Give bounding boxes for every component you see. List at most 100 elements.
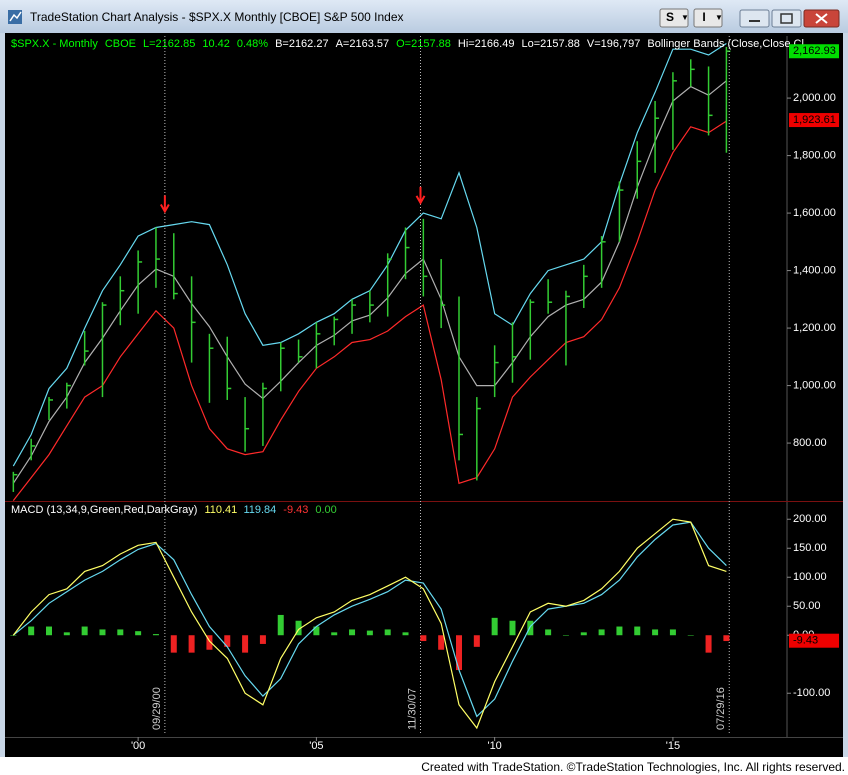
header-item: 110.41	[204, 504, 237, 516]
dropdown-caret: ▼	[681, 13, 689, 22]
last-value-box	[789, 113, 839, 128]
histogram-bar	[509, 620, 516, 636]
histogram-bar	[170, 635, 177, 653]
y-tick-label: 1,000.00	[793, 379, 836, 391]
y-tick-label: 50.00	[793, 600, 821, 612]
histogram-bar	[206, 635, 213, 650]
last-value-label: 2,162.93	[793, 45, 836, 57]
histogram-bar	[224, 635, 231, 647]
histogram-bar	[81, 626, 88, 636]
maximize-glyph	[780, 13, 793, 24]
histogram-bar	[135, 631, 142, 636]
minimize-button[interactable]	[739, 9, 770, 28]
y-tick-label: 2,000.00	[793, 92, 836, 104]
header-item: V=196,797	[587, 38, 641, 50]
header-item: L=2162.85	[143, 38, 195, 50]
y-tick-label: 200.00	[793, 513, 827, 525]
header-item: $SPX.X - Monthly	[11, 38, 98, 50]
histogram-bar	[117, 629, 124, 636]
plot-macd	[10, 518, 730, 730]
histogram-bar	[669, 629, 676, 636]
histogram-bar	[687, 635, 694, 636]
header-item: A=2163.57	[336, 38, 390, 50]
histogram-bar	[420, 635, 427, 642]
histogram-bar	[63, 632, 70, 636]
histogram-bar	[616, 626, 623, 636]
band-upper	[12, 42, 727, 467]
header-item: 0.48%	[237, 38, 268, 50]
histogram-bar	[402, 632, 409, 636]
histogram-bar	[545, 629, 552, 636]
plot-ohlc	[12, 42, 731, 501]
header-item: CBOE	[105, 38, 136, 50]
histogram-bar	[438, 635, 445, 650]
last-value-label: 1,923.61	[793, 114, 836, 126]
histogram-bar	[723, 635, 730, 642]
dropdown-caret: ▼	[715, 13, 723, 22]
close-glyph	[815, 13, 828, 24]
last-value-label: -9.43	[793, 635, 818, 647]
band-lower	[12, 120, 727, 501]
histogram-bar	[188, 635, 195, 653]
header-item: Lo=2157.88	[521, 38, 579, 50]
chart-area	[5, 33, 843, 757]
histogram-bar	[349, 629, 356, 636]
style-button-label[interactable]: S	[666, 10, 674, 24]
last-value-box	[789, 633, 839, 648]
date-marker-label: 11/30/07	[406, 688, 418, 730]
date-marker-label: 09/29/00	[151, 687, 163, 730]
histogram-bar	[562, 635, 569, 636]
window-title: TradeStation Chart Analysis - $SPX.X Mon…	[30, 10, 404, 24]
study-header: MACD (13,34,9,Green,Red,DarkGray) 110.41 1…	[11, 504, 337, 516]
footer-bar	[0, 757, 848, 775]
peak-arrow	[415, 186, 426, 205]
header-item: B=2162.27	[275, 38, 329, 50]
peak-arrow	[160, 195, 170, 214]
header-item: 0.00	[315, 504, 336, 516]
y-tick-label: 1,800.00	[793, 149, 836, 161]
footer: Created with TradeStation. ©TradeStation…	[421, 760, 845, 774]
header-item: 10.42	[202, 38, 230, 50]
histogram-bar	[46, 626, 52, 636]
x-tick-label: '05	[309, 740, 323, 752]
histogram-bar	[28, 626, 35, 636]
header-item: O=2157.88	[396, 38, 451, 50]
header-item: 119.84	[243, 504, 276, 516]
header-item: -9.43	[283, 504, 308, 516]
histogram-bar	[384, 629, 391, 636]
header-item: Bollinger Bands (Close,Close,Cl...	[647, 38, 813, 50]
histogram-bar	[652, 629, 659, 636]
y-tick-label: 150.00	[793, 542, 827, 554]
header-item: MACD (13,34,9,Green,Red,DarkGray)	[11, 504, 197, 516]
maximize-button[interactable]	[771, 9, 802, 28]
y-tick-label: 800.00	[793, 437, 827, 449]
histogram-bar	[473, 635, 480, 647]
histogram-bar	[634, 626, 641, 636]
histogram-bar	[99, 629, 106, 636]
study-header: $SPX.X - Monthly CBOE L=2162.85 10.42 0.48% B…	[11, 38, 813, 50]
histogram-bar	[10, 635, 17, 636]
y-tick-label: 1,600.00	[793, 207, 836, 219]
histogram-bar	[705, 635, 712, 653]
x-tick-label: '10	[487, 740, 501, 752]
histogram-bar	[527, 620, 534, 636]
histogram-bar	[366, 630, 373, 636]
style-button[interactable]	[659, 8, 689, 28]
histogram-bar	[331, 632, 338, 636]
histogram-bar	[242, 635, 249, 653]
histogram-bar	[313, 626, 320, 636]
x-tick-label: '15	[666, 740, 680, 752]
histogram-bar	[580, 632, 587, 636]
y-tick-label: -100.00	[793, 687, 830, 699]
indicator-button[interactable]	[693, 8, 723, 28]
y-tick-label: 1,200.00	[793, 322, 836, 334]
macd-line	[12, 518, 727, 730]
y-tick-label: 100.00	[793, 571, 827, 583]
histogram-bar	[491, 617, 498, 636]
date-marker-label: 07/29/16	[715, 687, 727, 730]
histogram-bar	[277, 614, 284, 636]
x-tick-label: '00	[131, 740, 145, 752]
indicator-button-label[interactable]: I	[702, 10, 705, 24]
